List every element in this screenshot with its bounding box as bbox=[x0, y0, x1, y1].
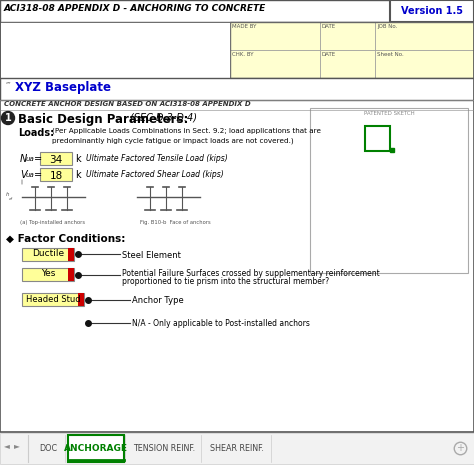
Bar bbox=[68, 435, 124, 462]
Text: MADE BY: MADE BY bbox=[232, 24, 256, 29]
Text: ◆ Factor Conditions:: ◆ Factor Conditions: bbox=[6, 234, 126, 244]
Bar bbox=[22, 268, 74, 281]
Text: (SEC D.3-D.4): (SEC D.3-D.4) bbox=[130, 113, 197, 123]
Bar bbox=[0, 0, 474, 22]
Bar bbox=[375, 22, 474, 50]
Text: Headed Stud: Headed Stud bbox=[26, 294, 80, 304]
Bar bbox=[230, 22, 320, 50]
Bar bbox=[22, 293, 84, 306]
Text: Yes: Yes bbox=[41, 270, 55, 279]
Text: ANCHORAGE: ANCHORAGE bbox=[64, 444, 128, 452]
Text: ‴: ‴ bbox=[6, 81, 10, 90]
Text: CONCRETE ANCHOR DESIGN BASED ON ACI318-08 APPENDIX D: CONCRETE ANCHOR DESIGN BASED ON ACI318-0… bbox=[4, 101, 251, 107]
Bar bbox=[40, 168, 72, 181]
Text: Sheet No.: Sheet No. bbox=[377, 52, 404, 57]
Text: Ultimate Factored Tensile Load (kips): Ultimate Factored Tensile Load (kips) bbox=[86, 154, 228, 163]
Text: (a) Top-installed anchors: (a) Top-installed anchors bbox=[20, 220, 85, 225]
Bar bbox=[320, 22, 375, 50]
Bar bbox=[375, 50, 474, 78]
Bar bbox=[390, 0, 474, 22]
Text: DATE: DATE bbox=[322, 52, 336, 57]
Text: 18: 18 bbox=[49, 171, 63, 181]
Text: N: N bbox=[20, 154, 27, 164]
Text: XYZ Baseplate: XYZ Baseplate bbox=[15, 81, 111, 94]
Text: Loads:: Loads: bbox=[18, 128, 54, 138]
Text: Version 1.5: Version 1.5 bbox=[401, 6, 463, 16]
Text: 34: 34 bbox=[49, 155, 63, 165]
Text: ua: ua bbox=[26, 156, 35, 162]
Text: predominantly high cycle fatigue or impact loads are not covered.): predominantly high cycle fatigue or impa… bbox=[52, 138, 293, 145]
Text: ►: ► bbox=[14, 441, 20, 450]
Text: V: V bbox=[20, 170, 27, 180]
Bar bbox=[320, 50, 375, 78]
Text: k: k bbox=[75, 154, 81, 164]
Text: JOB No.: JOB No. bbox=[377, 24, 397, 29]
Bar bbox=[0, 433, 474, 464]
Text: Potential Failure Surfaces crossed by supplementary reinforcement: Potential Failure Surfaces crossed by su… bbox=[122, 269, 380, 278]
Text: Basic Design Parameters:: Basic Design Parameters: bbox=[18, 113, 188, 126]
Text: Anchor Type: Anchor Type bbox=[132, 296, 184, 305]
Bar bbox=[230, 22, 474, 78]
Text: N/A - Only applicable to Post-installed anchors: N/A - Only applicable to Post-installed … bbox=[132, 319, 310, 328]
Text: ua: ua bbox=[26, 172, 35, 178]
Text: TENSION REINF.: TENSION REINF. bbox=[133, 444, 195, 452]
Text: 1: 1 bbox=[5, 113, 11, 123]
Text: PATENTED SKETCH: PATENTED SKETCH bbox=[364, 111, 414, 116]
Text: =: = bbox=[34, 154, 42, 164]
Text: Steel Element: Steel Element bbox=[122, 251, 181, 260]
Bar bbox=[365, 126, 390, 151]
Bar bbox=[310, 108, 468, 273]
Text: k: k bbox=[75, 170, 81, 180]
Text: +: + bbox=[456, 443, 464, 453]
Text: Ductile: Ductile bbox=[32, 250, 64, 259]
Text: DOC: DOC bbox=[39, 444, 57, 452]
Bar bbox=[230, 50, 320, 78]
Text: Ultimate Factored Shear Load (kips): Ultimate Factored Shear Load (kips) bbox=[86, 170, 224, 179]
Bar bbox=[68, 248, 74, 261]
Bar bbox=[0, 22, 230, 78]
Text: ◄: ◄ bbox=[4, 441, 10, 450]
Text: CHK. BY: CHK. BY bbox=[232, 52, 254, 57]
Text: proportioned to tie prism into the structural member?: proportioned to tie prism into the struc… bbox=[122, 277, 329, 286]
Text: ACI318-08 APPENDIX D - ANCHORING TO CONCRETE: ACI318-08 APPENDIX D - ANCHORING TO CONC… bbox=[4, 4, 266, 13]
Bar bbox=[78, 293, 84, 306]
Text: SHEAR REINF.: SHEAR REINF. bbox=[210, 444, 264, 452]
Text: =: = bbox=[34, 170, 42, 180]
Text: h: h bbox=[6, 192, 9, 197]
Text: (Per Applicable Loads Combinations in Sect. 9.2; load applications that are: (Per Applicable Loads Combinations in Se… bbox=[52, 128, 321, 134]
Bar bbox=[22, 248, 74, 261]
Text: DATE: DATE bbox=[322, 24, 336, 29]
Circle shape bbox=[1, 112, 15, 125]
Text: Fig. B10-b  Face of anchors: Fig. B10-b Face of anchors bbox=[140, 220, 211, 225]
Bar bbox=[40, 152, 72, 165]
Text: ef: ef bbox=[9, 197, 13, 201]
Bar bbox=[68, 268, 74, 281]
Bar bbox=[0, 78, 474, 100]
